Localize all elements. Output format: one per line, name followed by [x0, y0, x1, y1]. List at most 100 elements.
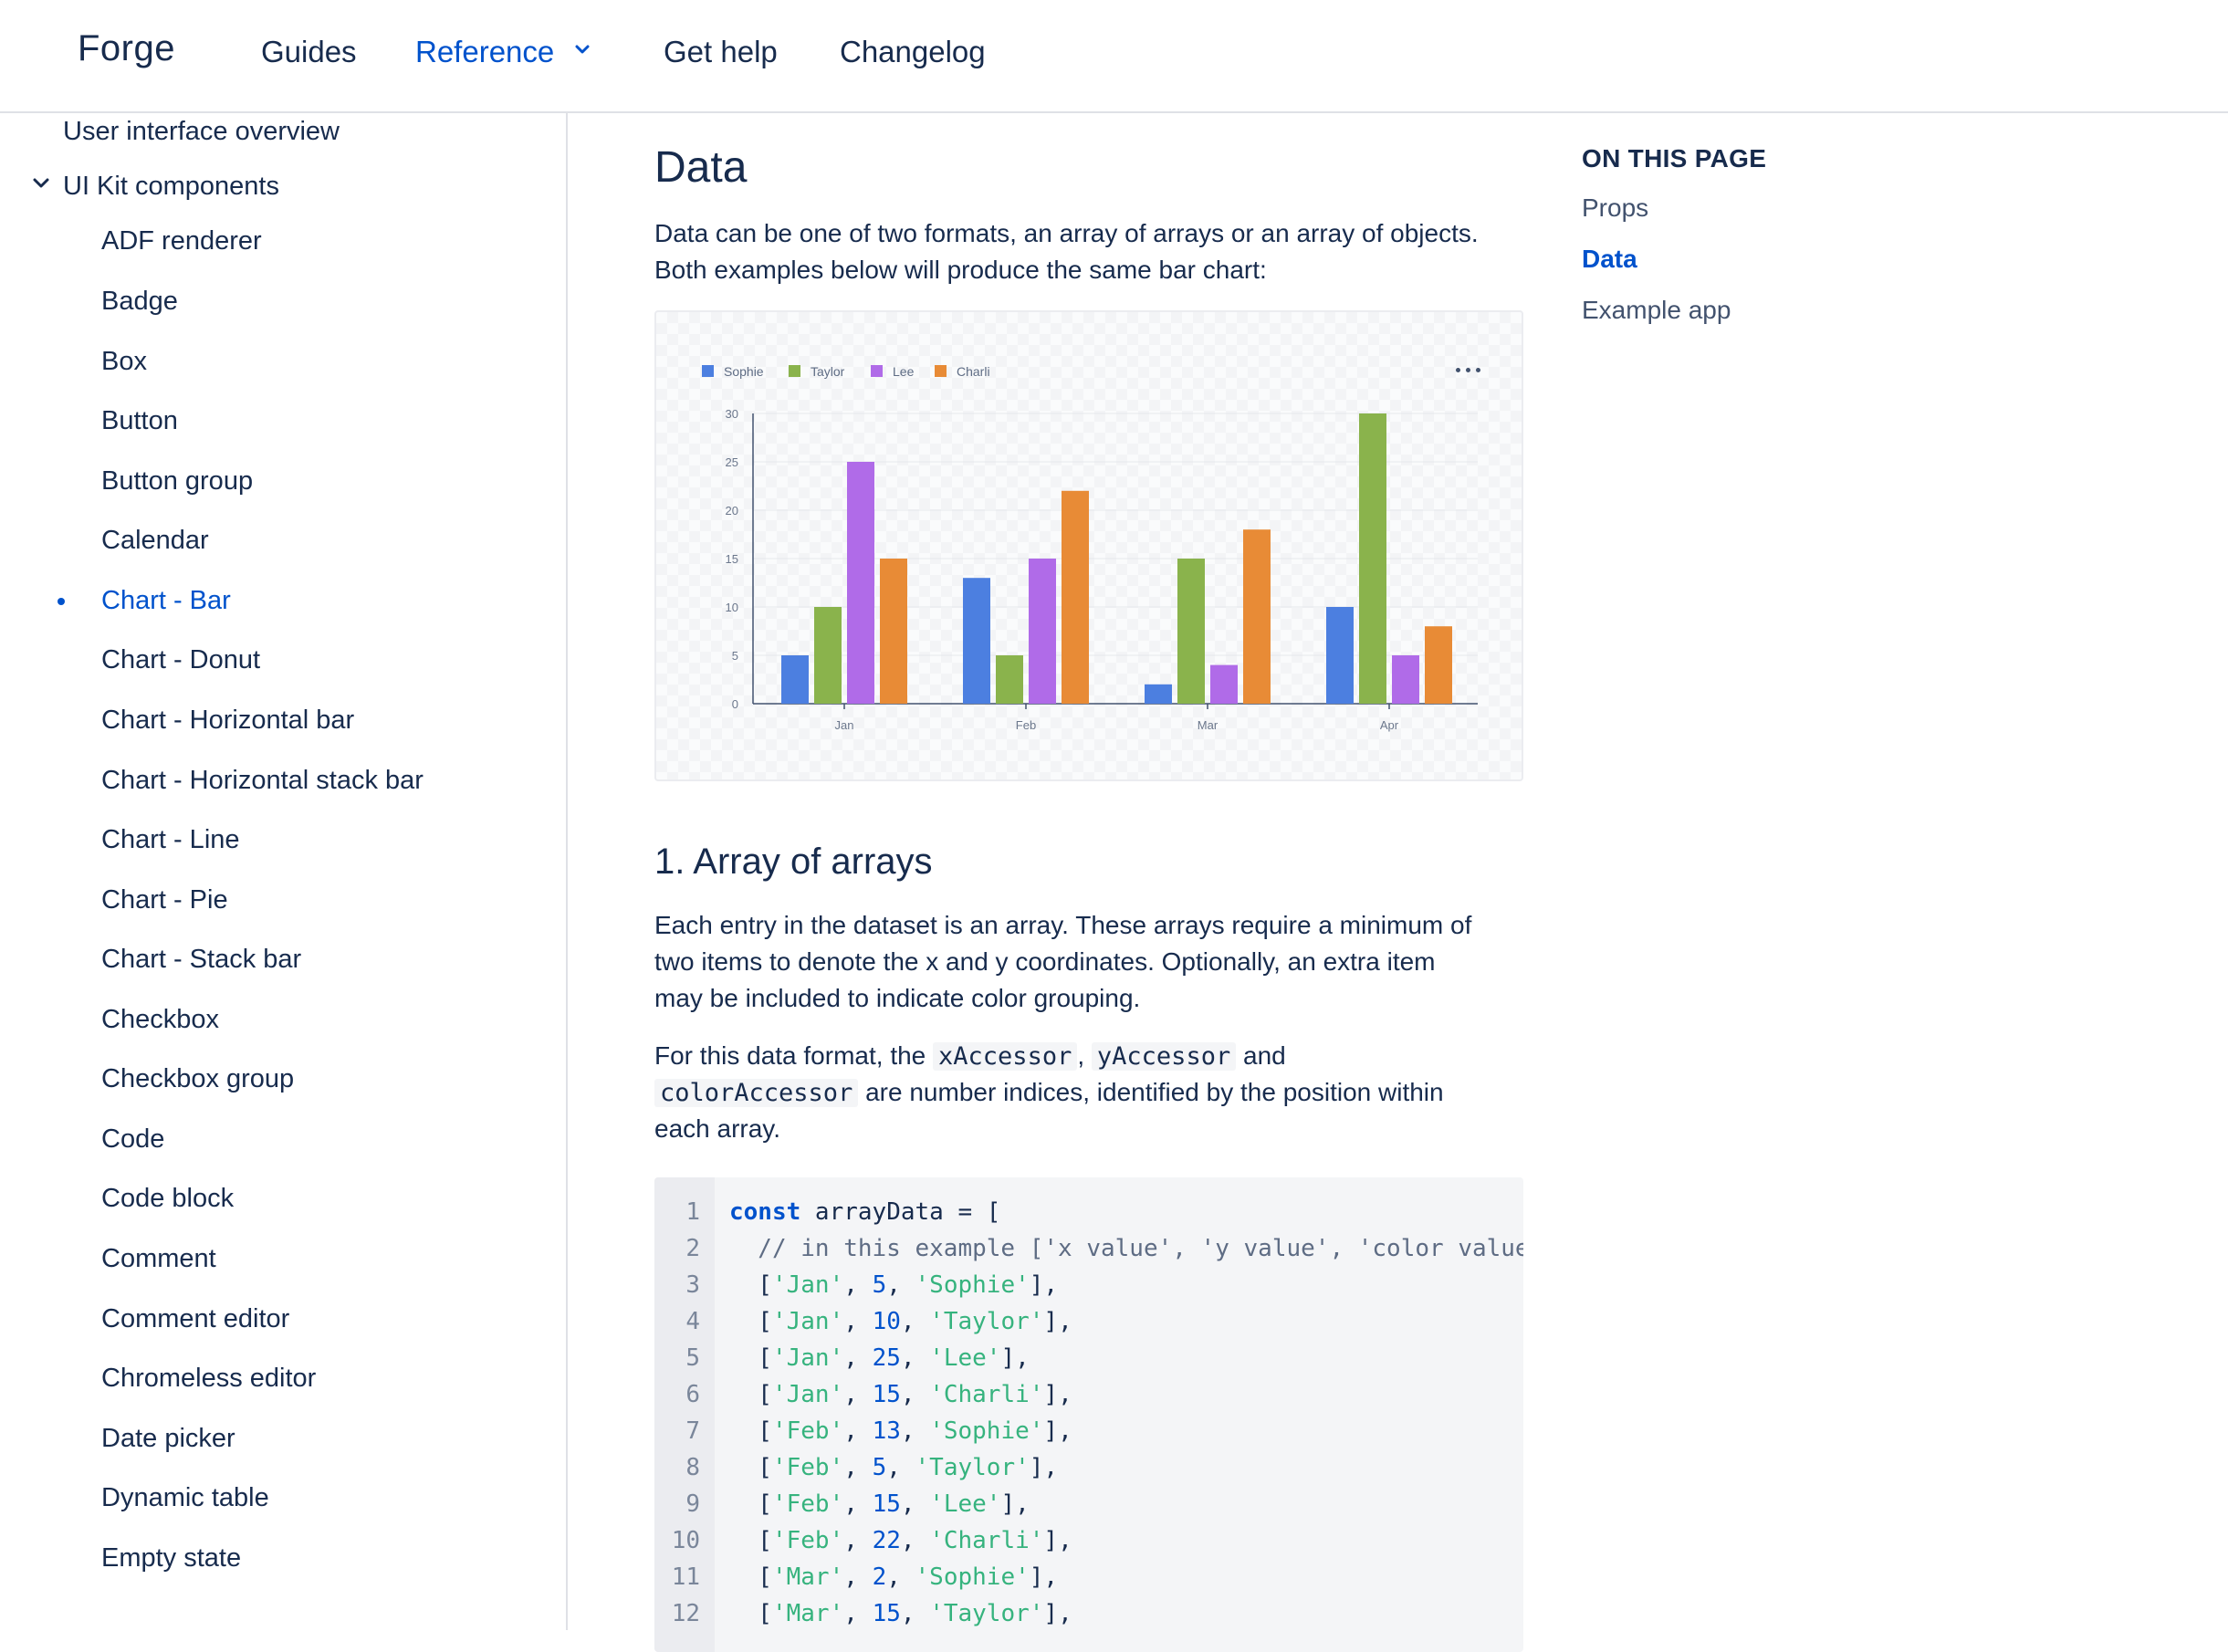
- code-line: 9 ['Feb', 15, 'Lee'],: [654, 1486, 1523, 1522]
- y-tick-label: 5: [732, 649, 738, 663]
- sidebar-item-chart-line[interactable]: Chart - Line: [101, 825, 240, 854]
- bar: [1425, 626, 1452, 704]
- bar: [847, 462, 874, 704]
- sidebar-item-chromeless-editor[interactable]: Chromeless editor: [101, 1364, 317, 1393]
- code-text: ['Mar', 15, 'Taylor'],: [729, 1600, 1072, 1627]
- sidebar-item-ui-kit[interactable]: UI Kit components: [63, 172, 279, 201]
- bar: [880, 559, 907, 704]
- code-string: 'Lee': [929, 1490, 1001, 1518]
- code-block: 1 const arrayData = [2 // in this example…: [654, 1177, 1523, 1652]
- code-line: 2 // in this example ['x value', 'y valu…: [654, 1230, 1523, 1267]
- p2-text-post: are number indices, identified by the po…: [865, 1078, 1444, 1106]
- sidebar-item-calendar[interactable]: Calendar: [101, 526, 209, 555]
- sidebar-item-box[interactable]: Box: [101, 347, 147, 376]
- code-text: ['Feb', 5, 'Taylor'],: [729, 1454, 1059, 1481]
- intro-line-2: Both examples below will produce the sam…: [654, 256, 1267, 284]
- x-tick-label: Feb: [1016, 718, 1036, 732]
- p2-text-and: and: [1243, 1041, 1286, 1070]
- nav-changelog[interactable]: Changelog: [840, 35, 986, 68]
- sidebar-item-empty-state[interactable]: Empty state: [101, 1543, 242, 1573]
- more-icon[interactable]: [1450, 360, 1487, 382]
- y-tick-label: 0: [732, 697, 738, 711]
- sidebar-item-button-group[interactable]: Button group: [101, 466, 254, 496]
- chevron-down-icon[interactable]: [571, 38, 593, 60]
- y-tick-label: 20: [726, 504, 738, 518]
- sidebar-item-code[interactable]: Code: [101, 1124, 165, 1154]
- line-number: 10: [671, 1527, 700, 1554]
- code-number: 15: [872, 1381, 901, 1408]
- bar: [1062, 490, 1089, 704]
- code-line: 6 ['Jan', 15, 'Charli'],: [654, 1376, 1523, 1413]
- sidebar-item-checkbox[interactable]: Checkbox: [101, 1005, 219, 1034]
- code-string: 'Sophie': [915, 1563, 1030, 1591]
- sidebar-item-code-block[interactable]: Code block: [101, 1184, 235, 1213]
- code-string: 'Jan': [771, 1344, 844, 1372]
- intro-line-1: Data can be one of two formats, an array…: [654, 219, 1479, 247]
- sidebar-item-comment-editor[interactable]: Comment editor: [101, 1304, 290, 1333]
- bar: [996, 655, 1023, 704]
- code-line: 10 ['Feb', 22, 'Charli'],: [654, 1522, 1523, 1559]
- code-yaccessor: yAccessor: [1091, 1042, 1237, 1071]
- code-string: 'Charli': [929, 1527, 1044, 1554]
- nav-get-help[interactable]: Get help: [664, 35, 778, 68]
- code-number: 22: [872, 1527, 901, 1554]
- sidebar-item-date-picker[interactable]: Date picker: [101, 1424, 235, 1453]
- bar-chart-example: Sophie Taylor Lee Charli 0 5 10 15 20 25 30 Jan Feb M…: [654, 310, 1523, 781]
- legend-label: Taylor: [811, 364, 845, 379]
- bar: [1029, 559, 1056, 704]
- code-comment: // in this example ['x value', 'y value'…: [729, 1235, 1523, 1262]
- toc-item-example-app[interactable]: Example app: [1582, 296, 1731, 324]
- code-line: 7 ['Feb', 13, 'Sophie'],: [654, 1413, 1523, 1449]
- line-number: 7: [685, 1417, 700, 1445]
- paragraph-1-line-2: two items to denote the x and y coordina…: [654, 947, 1436, 976]
- toc-item-data[interactable]: Data: [1582, 245, 1637, 273]
- code-xaccessor: xAccessor: [933, 1042, 1078, 1071]
- sidebar-item-adf-renderer[interactable]: ADF renderer: [101, 226, 262, 256]
- paragraph-2-line-3: each array.: [654, 1114, 780, 1143]
- y-tick-label: 10: [726, 601, 738, 614]
- sidebar-item-chart-donut[interactable]: Chart - Donut: [101, 645, 261, 674]
- sidebar-item-comment[interactable]: Comment: [101, 1244, 216, 1273]
- code-string: 'Feb': [771, 1454, 844, 1481]
- sidebar-item-chart-stack-bar[interactable]: Chart - Stack bar: [101, 945, 302, 974]
- x-tick-label: Jan: [835, 718, 854, 732]
- y-tick-label: 30: [726, 407, 738, 421]
- bar: [1243, 529, 1271, 704]
- code-string: 'Feb': [771, 1417, 844, 1445]
- line-number: 4: [685, 1308, 700, 1335]
- code-line: 4 ['Jan', 10, 'Taylor'],: [654, 1303, 1523, 1340]
- sidebar-item-ui-overview[interactable]: User interface overview: [63, 117, 340, 146]
- sidebar-item-dynamic-table[interactable]: Dynamic table: [101, 1483, 269, 1512]
- sidebar-item-badge[interactable]: Badge: [101, 287, 178, 316]
- nav-reference[interactable]: Reference: [415, 35, 555, 68]
- nav-guides[interactable]: Guides: [261, 35, 357, 68]
- sidebar-item-checkbox-group[interactable]: Checkbox group: [101, 1064, 295, 1093]
- code-string: 'Sophie': [929, 1417, 1044, 1445]
- sidebar-item-chart-horizontal-stack-bar[interactable]: Chart - Horizontal stack bar: [101, 766, 424, 795]
- toc-item-props[interactable]: Props: [1582, 193, 1649, 222]
- code-string: 'Taylor': [929, 1308, 1044, 1335]
- sidebar-item-chart-pie[interactable]: Chart - Pie: [101, 885, 228, 915]
- code-string: 'Sophie': [915, 1271, 1030, 1299]
- code-keyword: const: [729, 1198, 801, 1226]
- chevron-down-icon[interactable]: [31, 173, 51, 193]
- sidebar-item-button[interactable]: Button: [101, 406, 178, 435]
- line-number: 11: [671, 1563, 700, 1591]
- code-text: ['Feb', 13, 'Sophie'],: [729, 1417, 1072, 1445]
- p2-separator: ,: [1077, 1041, 1085, 1070]
- sidebar-item-chart-horizontal-bar[interactable]: Chart - Horizontal bar: [101, 706, 355, 735]
- code-number: 5: [872, 1271, 887, 1299]
- bar: [1210, 664, 1238, 704]
- code-line: 8 ['Feb', 5, 'Taylor'],: [654, 1449, 1523, 1486]
- brand-logo[interactable]: Forge: [78, 28, 175, 68]
- x-tick-label: Apr: [1380, 718, 1399, 732]
- line-number: 8: [685, 1454, 700, 1481]
- code-text: ['Jan', 10, 'Taylor'],: [729, 1308, 1072, 1335]
- code-string: 'Jan': [771, 1381, 844, 1408]
- sidebar-item-chart-bar[interactable]: Chart - Bar: [101, 586, 231, 615]
- code-line: 5 ['Jan', 25, 'Lee'],: [654, 1340, 1523, 1376]
- code-text: ['Feb', 15, 'Lee'],: [729, 1490, 1030, 1518]
- code-string: 'Lee': [929, 1344, 1001, 1372]
- code-text: ['Jan', 25, 'Lee'],: [729, 1344, 1030, 1372]
- code-text: ['Mar', 2, 'Sophie'],: [729, 1563, 1059, 1591]
